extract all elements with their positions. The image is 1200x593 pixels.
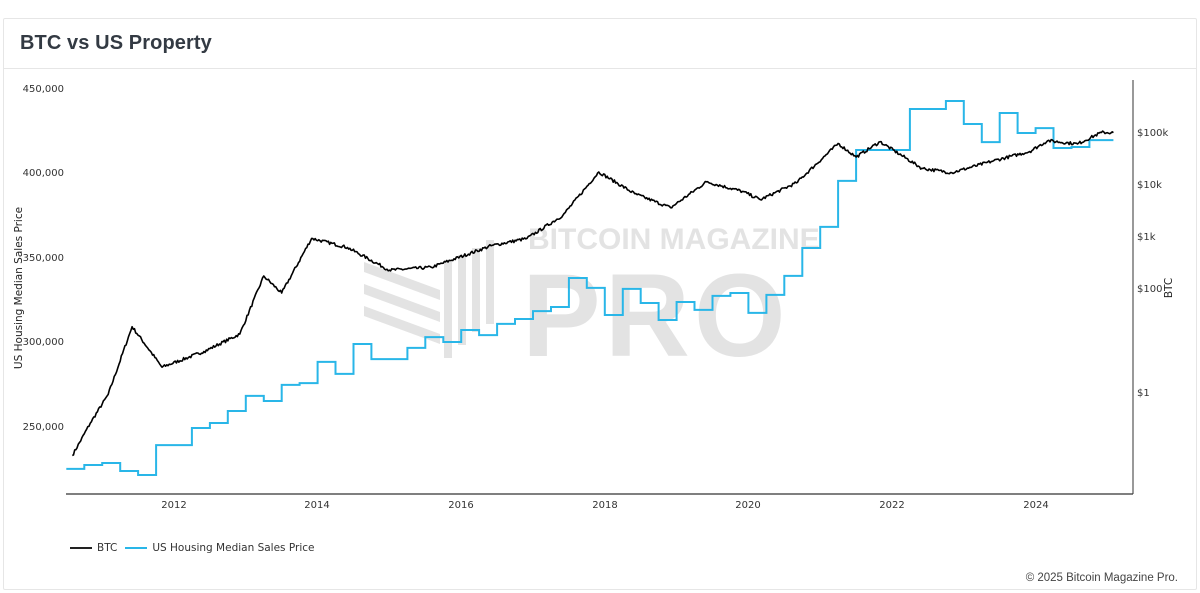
housing-series-line[interactable]	[66, 100, 1114, 476]
right-axis-title: BTC	[1163, 278, 1175, 298]
left-axis-ticks: 450,000 400,000 350,000 300,000 250,000	[23, 84, 64, 433]
chart-card: BTC vs US Property	[3, 18, 1197, 590]
btc-swatch-icon	[70, 547, 92, 549]
card-header: BTC vs US Property	[4, 19, 1196, 69]
copyright-text: © 2025 Bitcoin Magazine Pro.	[1025, 572, 1178, 584]
x-tick: 2024	[1023, 500, 1048, 511]
x-tick: 2018	[592, 500, 617, 511]
x-axis-ticks: 2012 2014 2016 2018 2020 2022 2024	[161, 500, 1048, 511]
right-tick: $1k	[1137, 232, 1156, 243]
left-tick: 250,000	[23, 422, 64, 433]
watermark: BITCOIN MAGAZINE PRO	[364, 223, 820, 382]
watermark-logo-icon	[364, 240, 494, 358]
legend-item-housing[interactable]: US Housing Median Sales Price	[125, 542, 314, 554]
right-tick: $1	[1137, 388, 1150, 399]
right-tick: $100k	[1137, 128, 1168, 139]
left-tick: 300,000	[23, 337, 64, 348]
x-tick: 2020	[735, 500, 760, 511]
housing-swatch-icon	[125, 547, 148, 549]
x-tick: 2016	[448, 500, 473, 511]
page-title: BTC vs US Property	[20, 32, 212, 54]
right-tick: $100	[1137, 284, 1162, 295]
left-tick: 350,000	[23, 253, 64, 264]
legend-label: US Housing Median Sales Price	[152, 542, 315, 554]
watermark-line1: BITCOIN MAGAZINE	[528, 223, 820, 256]
x-tick: 2014	[304, 500, 329, 511]
right-axis-ticks: $100k $10k $1k $100 $1	[1137, 128, 1168, 399]
left-tick: 400,000	[23, 168, 64, 179]
right-tick: $10k	[1137, 180, 1162, 191]
x-tick: 2012	[161, 500, 186, 511]
btc-series-line[interactable]	[71, 130, 1114, 457]
left-axis-title: US Housing Median Sales Price	[13, 207, 25, 369]
legend-item-btc[interactable]: BTC	[70, 542, 117, 554]
left-tick: 450,000	[23, 84, 64, 95]
x-tick: 2022	[879, 500, 904, 511]
legend-label: BTC	[97, 542, 118, 554]
watermark-line2: PRO	[522, 250, 790, 382]
chart-legend: BTC US Housing Median Sales Price	[70, 542, 322, 554]
